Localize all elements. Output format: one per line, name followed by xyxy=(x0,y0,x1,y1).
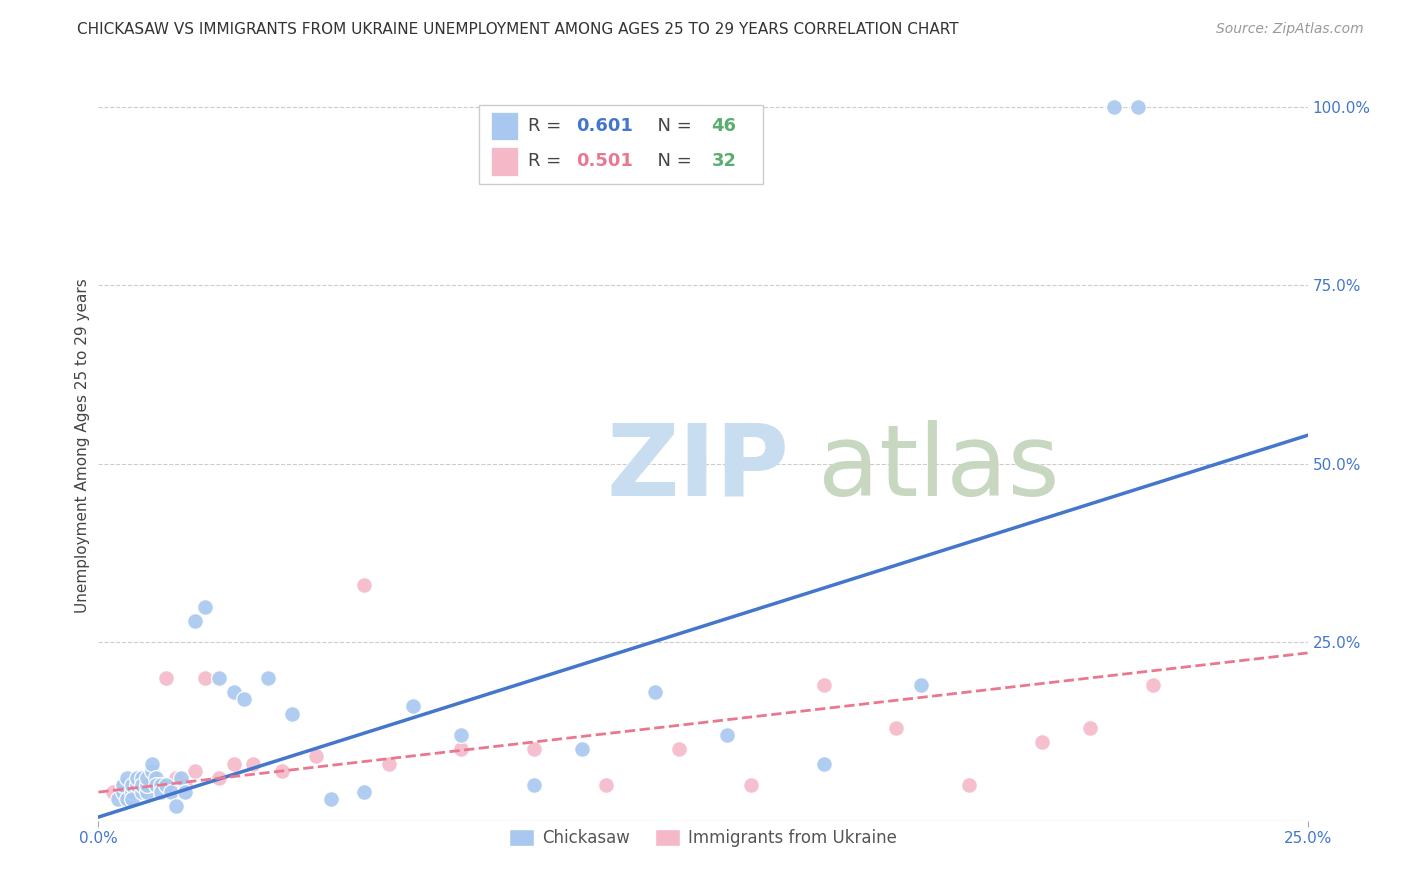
Point xyxy=(886,721,908,735)
Point xyxy=(208,671,231,685)
Point xyxy=(121,778,143,792)
Point xyxy=(305,749,328,764)
Point xyxy=(271,764,294,778)
Text: Source: ZipAtlas.com: Source: ZipAtlas.com xyxy=(1216,22,1364,37)
Point xyxy=(127,771,149,785)
Point xyxy=(281,706,304,721)
Point xyxy=(111,778,134,792)
Text: 32: 32 xyxy=(711,153,737,170)
Point xyxy=(595,778,617,792)
Point xyxy=(353,578,375,592)
Point xyxy=(1142,678,1164,692)
Point xyxy=(141,771,163,785)
Point xyxy=(377,756,399,771)
Point xyxy=(165,771,187,785)
Point xyxy=(523,742,546,756)
Point xyxy=(644,685,666,699)
Point xyxy=(1031,735,1053,749)
Point xyxy=(523,778,546,792)
Point xyxy=(184,764,207,778)
Point xyxy=(716,728,738,742)
Point xyxy=(121,785,143,799)
Text: CHICKASAW VS IMMIGRANTS FROM UKRAINE UNEMPLOYMENT AMONG AGES 25 TO 29 YEARS CORR: CHICKASAW VS IMMIGRANTS FROM UKRAINE UNE… xyxy=(77,22,959,37)
Point xyxy=(319,792,342,806)
Point xyxy=(111,785,134,799)
Point xyxy=(242,756,264,771)
Legend: Chickasaw, Immigrants from Ukraine: Chickasaw, Immigrants from Ukraine xyxy=(502,822,904,854)
Point xyxy=(127,785,149,799)
Point xyxy=(174,785,197,799)
Point xyxy=(131,785,153,799)
Point xyxy=(160,785,183,799)
Point xyxy=(117,771,139,785)
Point xyxy=(150,785,173,799)
Point xyxy=(450,728,472,742)
Point xyxy=(208,771,231,785)
Point xyxy=(117,792,139,806)
Point xyxy=(150,778,173,792)
Point xyxy=(1078,721,1101,735)
Point xyxy=(135,778,157,792)
Point xyxy=(957,778,980,792)
Point xyxy=(135,785,157,799)
Point xyxy=(145,778,167,792)
Point xyxy=(194,671,217,685)
Point xyxy=(131,771,153,785)
Point xyxy=(450,742,472,756)
Text: 0.501: 0.501 xyxy=(576,153,633,170)
Point xyxy=(232,692,254,706)
Point xyxy=(1128,100,1150,114)
Point xyxy=(117,785,139,799)
Point xyxy=(121,792,143,806)
Point xyxy=(111,778,134,792)
Text: R =: R = xyxy=(527,117,567,135)
Point xyxy=(184,614,207,628)
Point xyxy=(121,778,143,792)
Point xyxy=(222,756,245,771)
Bar xyxy=(492,147,517,176)
Text: atlas: atlas xyxy=(818,420,1060,517)
Point xyxy=(107,792,129,806)
Point xyxy=(145,771,167,785)
Text: ZIP: ZIP xyxy=(606,420,789,517)
Point xyxy=(135,778,157,792)
Point xyxy=(101,785,124,799)
Y-axis label: Unemployment Among Ages 25 to 29 years: Unemployment Among Ages 25 to 29 years xyxy=(75,278,90,614)
Point xyxy=(131,778,153,792)
Point xyxy=(131,771,153,785)
Point xyxy=(141,756,163,771)
Point xyxy=(740,778,762,792)
FancyBboxPatch shape xyxy=(479,105,763,184)
Text: 0.601: 0.601 xyxy=(576,117,633,135)
Point xyxy=(155,778,177,792)
Point xyxy=(813,678,835,692)
Point xyxy=(194,599,217,614)
Point xyxy=(141,764,163,778)
Point xyxy=(813,756,835,771)
Point xyxy=(174,778,197,792)
Text: N =: N = xyxy=(647,153,697,170)
Point xyxy=(169,771,191,785)
Point xyxy=(910,678,932,692)
Point xyxy=(135,771,157,785)
Point xyxy=(256,671,278,685)
Point xyxy=(353,785,375,799)
Point xyxy=(571,742,593,756)
Point xyxy=(150,778,173,792)
Point xyxy=(668,742,690,756)
Text: N =: N = xyxy=(647,117,697,135)
Point xyxy=(155,671,177,685)
Point xyxy=(1102,100,1125,114)
Text: R =: R = xyxy=(527,153,567,170)
Point xyxy=(402,699,425,714)
Point xyxy=(165,799,187,814)
Text: 46: 46 xyxy=(711,117,737,135)
Bar xyxy=(492,112,517,140)
Point xyxy=(222,685,245,699)
Point xyxy=(127,778,149,792)
